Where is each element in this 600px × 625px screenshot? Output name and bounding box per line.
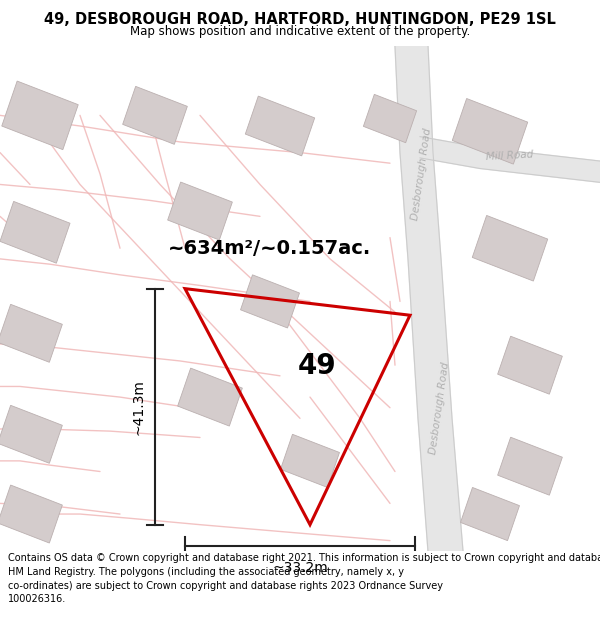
Text: 49, DESBOROUGH ROAD, HARTFORD, HUNTINGDON, PE29 1SL: 49, DESBOROUGH ROAD, HARTFORD, HUNTINGDO…: [44, 11, 556, 26]
Polygon shape: [281, 434, 340, 488]
Polygon shape: [452, 99, 528, 164]
Polygon shape: [497, 438, 562, 495]
Polygon shape: [497, 336, 562, 394]
Text: 49: 49: [298, 351, 336, 379]
Text: Mill Road: Mill Road: [486, 149, 534, 162]
Polygon shape: [0, 406, 62, 463]
Text: ~634m²/~0.157ac.: ~634m²/~0.157ac.: [168, 239, 371, 258]
Polygon shape: [245, 96, 314, 156]
Polygon shape: [461, 488, 520, 541]
Text: ~41.3m: ~41.3m: [131, 379, 145, 434]
Polygon shape: [0, 485, 62, 543]
Polygon shape: [0, 304, 62, 362]
Polygon shape: [364, 94, 416, 142]
Text: Map shows position and indicative extent of the property.: Map shows position and indicative extent…: [130, 25, 470, 38]
Text: Desborough Road: Desborough Road: [428, 361, 451, 454]
Polygon shape: [395, 46, 463, 551]
Polygon shape: [167, 182, 232, 240]
Polygon shape: [420, 137, 600, 182]
Polygon shape: [0, 201, 70, 263]
Text: Desborough Road: Desborough Road: [410, 127, 433, 221]
Polygon shape: [122, 86, 187, 144]
Polygon shape: [2, 81, 78, 149]
Polygon shape: [241, 275, 299, 328]
Text: ~33.2m: ~33.2m: [272, 561, 328, 575]
Polygon shape: [472, 216, 548, 281]
Text: Contains OS data © Crown copyright and database right 2021. This information is : Contains OS data © Crown copyright and d…: [8, 554, 600, 604]
Polygon shape: [178, 368, 242, 426]
